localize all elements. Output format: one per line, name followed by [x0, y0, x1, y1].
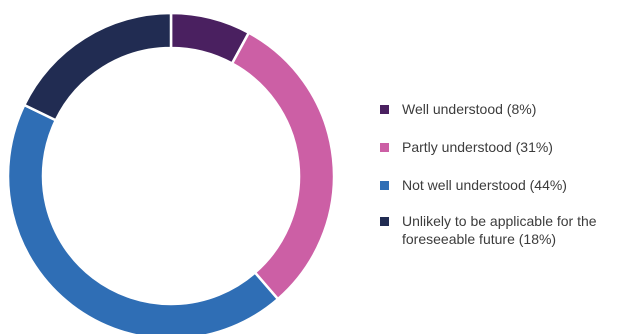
chart-legend: Well understood (8%) Partly understood (… — [380, 0, 625, 334]
legend-item-well-understood: Well understood (8%) — [380, 100, 622, 118]
legend-swatch — [380, 181, 389, 190]
legend-label: Partly understood (31%) — [402, 139, 553, 155]
legend-swatch — [380, 217, 389, 226]
donut-slice-partly-understood — [230, 31, 336, 301]
legend-label: Unlikely to be applicable for the forese… — [402, 213, 597, 247]
donut-slice-unlikely-applicable — [23, 11, 173, 122]
legend-item-not-well-understood: Not well understood (44%) — [380, 176, 622, 194]
legend-item-partly-understood: Partly understood (31%) — [380, 138, 622, 156]
legend-swatch — [380, 143, 389, 152]
legend-label: Not well understood (44%) — [402, 177, 567, 193]
legend-swatch — [380, 105, 389, 114]
donut-chart — [6, 11, 336, 334]
legend-item-unlikely-applicable: Unlikely to be applicable for the forese… — [380, 212, 622, 248]
donut-slice-not-well-understood — [6, 103, 280, 334]
legend-label: Well understood (8%) — [402, 101, 537, 117]
